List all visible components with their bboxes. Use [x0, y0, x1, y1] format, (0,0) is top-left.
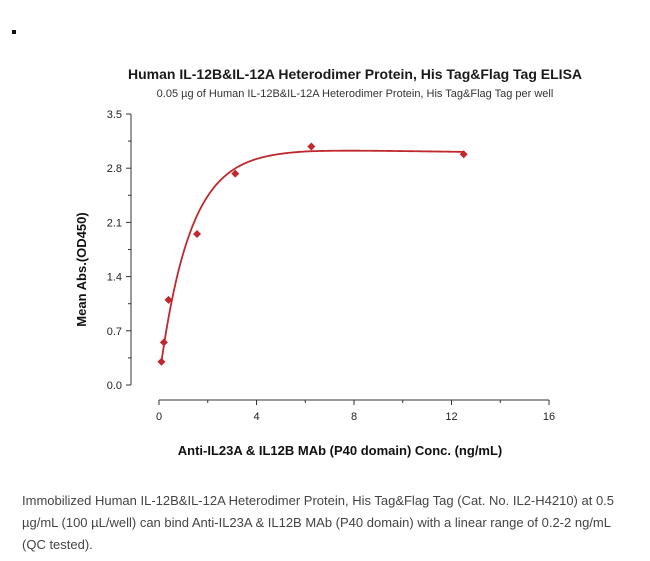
- y-tick-label: 0.7: [107, 326, 122, 338]
- data-point: [231, 169, 240, 178]
- y-tick-label: 3.5: [107, 109, 122, 121]
- data-point: [164, 295, 173, 304]
- chart-axes: [130, 114, 549, 401]
- y-tick-label: 2.8: [107, 163, 122, 175]
- data-point: [193, 230, 202, 239]
- data-point: [159, 338, 168, 347]
- bullet-icon: [12, 30, 16, 34]
- x-axis-label: Anti-IL23A & IL12B MAb (P40 domain) Conc…: [178, 443, 503, 458]
- y-tick-label: 2.1: [107, 217, 122, 229]
- y-tick-label: 1.4: [107, 272, 122, 284]
- x-tick-label: 12: [445, 411, 457, 423]
- y-tick-label: 0.0: [107, 380, 122, 392]
- data-point: [157, 357, 166, 366]
- data-points: [157, 142, 468, 366]
- data-point: [459, 150, 468, 159]
- elisa-chart: 0.0 0.7 1.4 2.1 2.8 3.5 0 4 8 12 16 Anti-IL23A & I…: [74, 109, 555, 458]
- x-tick-label: 8: [351, 411, 357, 423]
- chart-ticks: 0.0 0.7 1.4 2.1 2.8 3.5 0 4 8 12 16: [107, 109, 555, 423]
- x-tick-label: 4: [253, 411, 259, 423]
- y-axis-label: Mean Abs.(OD450): [74, 212, 89, 326]
- figure-caption: Immobilized Human IL-12B&IL-12A Heterodi…: [22, 493, 615, 552]
- x-tick-label: 16: [543, 411, 555, 423]
- fit-curve: [160, 149, 464, 362]
- chart-title: Human IL-12B&IL-12A Heterodimer Protein,…: [127, 66, 583, 82]
- chart-subtitle: 0.05 µg of Human IL-12B&IL-12A Heterodim…: [156, 88, 554, 100]
- data-point: [307, 142, 316, 151]
- x-tick-label: 0: [156, 411, 162, 423]
